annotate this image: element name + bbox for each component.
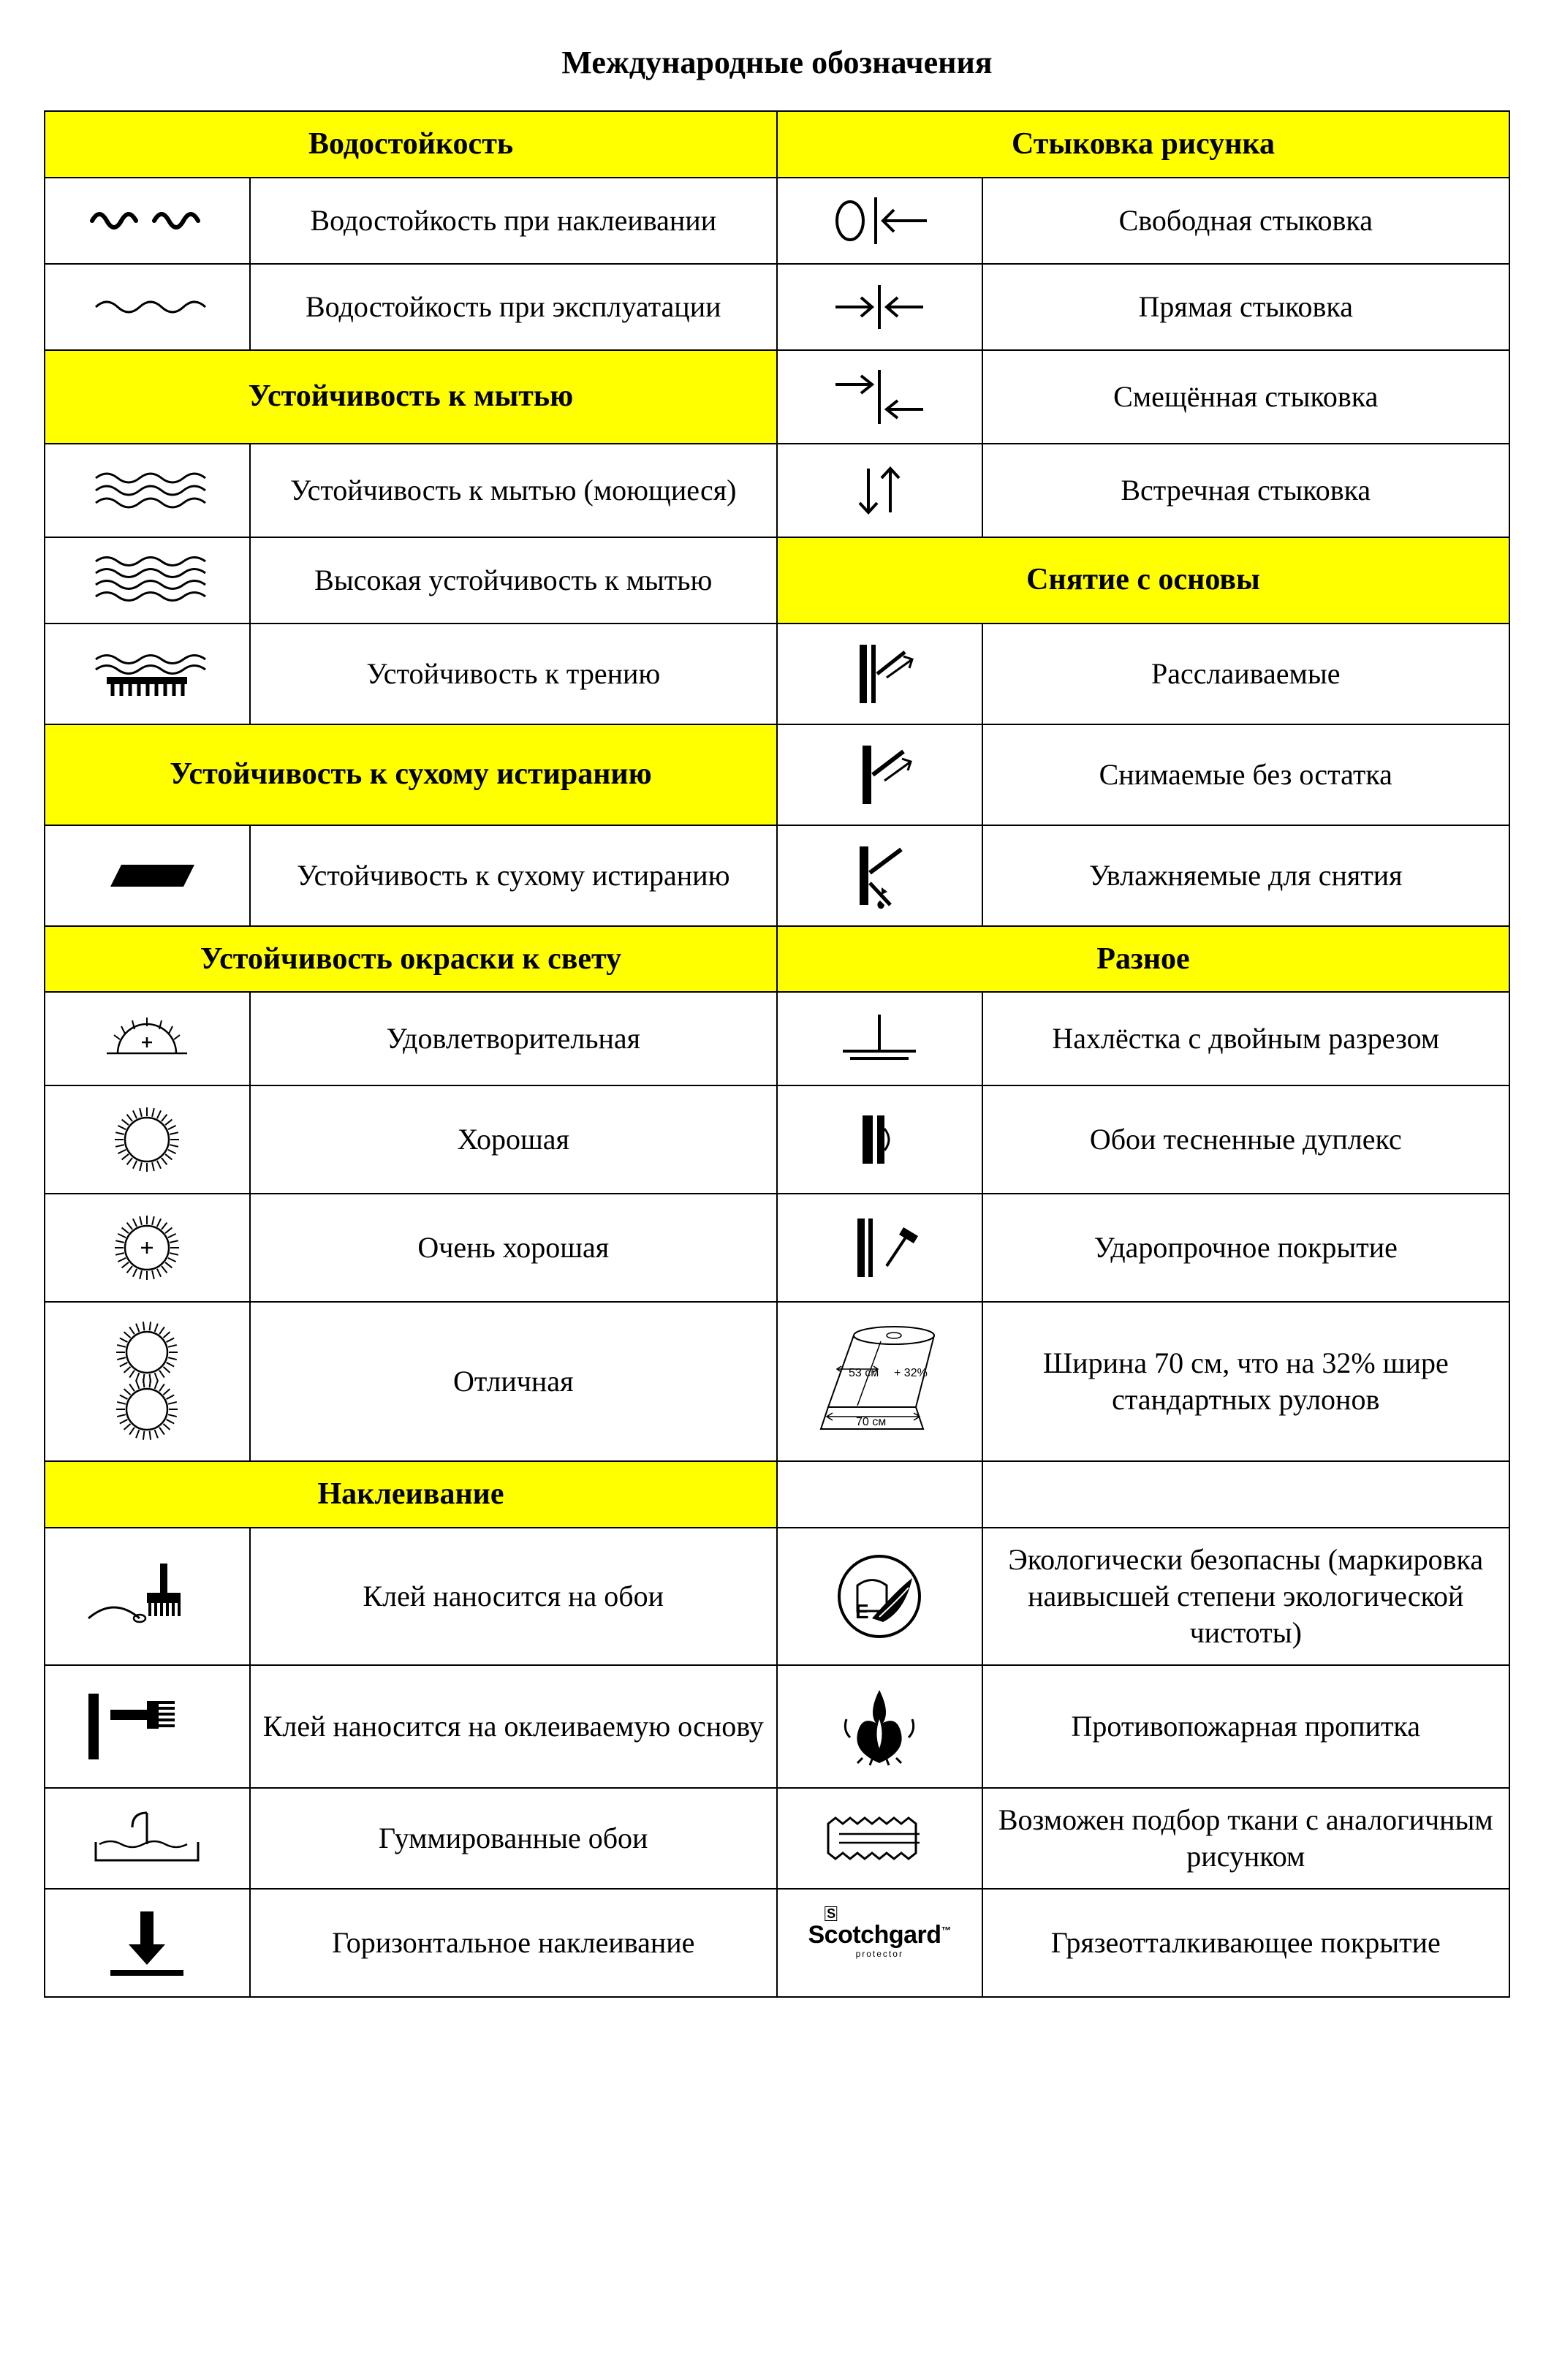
fire-icon	[777, 1665, 982, 1788]
symbol-label: Возможен подбор ткани с аналогичным рису…	[982, 1788, 1509, 1889]
symbol-label: Водостойкость при наклеивании	[250, 178, 777, 264]
sun-rays-icon	[45, 1085, 250, 1194]
brush-roll-icon	[45, 1528, 250, 1665]
section-header: Наклеивание	[45, 1461, 777, 1528]
t-double-base-icon	[777, 992, 982, 1085]
wall-hammer-icon	[777, 1194, 982, 1302]
page-title: Международные обозначения	[44, 44, 1510, 81]
section-header: Устойчивость окраски к свету	[45, 926, 777, 993]
symbols-reference-page: Международные обозначения Водостойкость …	[44, 44, 1510, 1998]
symbol-label: Прямая стыковка	[982, 264, 1509, 350]
symbol-label: Водостойкость при эксплуатации	[250, 264, 777, 350]
arrows-offset-icon	[777, 350, 982, 444]
zero-arrow-left-icon	[777, 178, 982, 264]
quad-wavy-icon	[45, 537, 250, 624]
two-suns-icon	[45, 1302, 250, 1461]
symbol-label: Ширина 70 см, что на 32% шире стандартны…	[982, 1302, 1509, 1461]
symbol-label: Клей наносится на оклеиваемую основу	[250, 1665, 777, 1788]
symbol-label: Встречная стыковка	[982, 444, 1509, 537]
section-header: Стыковка рисунка	[777, 111, 1509, 178]
single-wavy-icon	[45, 264, 250, 350]
symbol-label: Устойчивость к трению	[250, 624, 777, 724]
sun-rays-plus-icon	[45, 1194, 250, 1302]
symbol-label: Удовлетворительная	[250, 992, 777, 1085]
svg-text:70 см: 70 см	[856, 1416, 886, 1428]
symbol-label: Хорошая	[250, 1085, 777, 1194]
emboss-duplex-icon	[777, 1085, 982, 1194]
peel-double-icon	[777, 624, 982, 724]
symbol-label: Снимаемые без остатка	[982, 724, 1509, 825]
symbol-label: Противопожарная пропитка	[982, 1665, 1509, 1788]
symbol-label: Нахлёстка с двойным разрезом	[982, 992, 1509, 1085]
peel-single-icon	[777, 724, 982, 825]
scotchgard-logo: ScSotchgard™ protector	[777, 1889, 982, 1997]
brush-wall-icon	[45, 1665, 250, 1788]
parallelogram-icon	[45, 825, 250, 926]
symbol-label: Увлажняемые для снятия	[982, 825, 1509, 926]
symbol-label: Отличная	[250, 1302, 777, 1461]
triple-wavy-icon	[45, 444, 250, 537]
double-wavy-icon	[45, 178, 250, 264]
symbol-label: Экологически безопасны (маркировка наивы…	[982, 1528, 1509, 1665]
symbol-label: Клей наносится на обои	[250, 1528, 777, 1665]
section-header: Разное	[777, 926, 1509, 993]
eco-leaf-icon: E	[777, 1528, 982, 1665]
arrows-updown-icon	[777, 444, 982, 537]
symbol-label: Смещённая стыковка	[982, 350, 1509, 444]
symbol-label: Очень хорошая	[250, 1194, 777, 1302]
symbol-label: Расслаиваемые	[982, 624, 1509, 724]
section-header: Устойчивость к мытью	[45, 350, 777, 444]
symbol-label: Свободная стыковка	[982, 178, 1509, 264]
section-header: Снятие с основы	[777, 537, 1509, 624]
half-sun-plus-icon	[45, 992, 250, 1085]
symbol-label: Устойчивость к мытью (моющиеся)	[250, 444, 777, 537]
water-tray-icon	[45, 1788, 250, 1889]
symbol-label: Высокая устойчивость к мытью	[250, 537, 777, 624]
svg-text:+ 32%: + 32%	[894, 1367, 928, 1379]
section-header: Водостойкость	[45, 111, 777, 178]
symbols-table: Водостойкость Стыковка рисунка Водостойк…	[44, 110, 1510, 1998]
svg-text:E: E	[855, 1600, 869, 1623]
roll-width-icon: 53 см + 32% 70 см	[777, 1302, 982, 1461]
symbol-label: Устойчивость к сухому истиранию	[250, 825, 777, 926]
symbol-label: Грязеотталкивающее покрытие	[982, 1889, 1509, 1997]
arrows-meet-icon	[777, 264, 982, 350]
peel-drop-icon	[777, 825, 982, 926]
empty-cell	[982, 1461, 1509, 1528]
section-header: Устойчивость к сухому истиранию	[45, 724, 777, 825]
symbol-label: Ударопрочное покрытие	[982, 1194, 1509, 1302]
empty-cell	[777, 1461, 982, 1528]
symbol-label: Горизонтальное наклеивание	[250, 1889, 777, 1997]
fabric-swatch-icon	[777, 1788, 982, 1889]
wavy-brush-icon	[45, 624, 250, 724]
symbol-label: Обои тесненные дуплекс	[982, 1085, 1509, 1194]
arrow-down-bar-icon	[45, 1889, 250, 1997]
symbol-label: Гуммированные обои	[250, 1788, 777, 1889]
